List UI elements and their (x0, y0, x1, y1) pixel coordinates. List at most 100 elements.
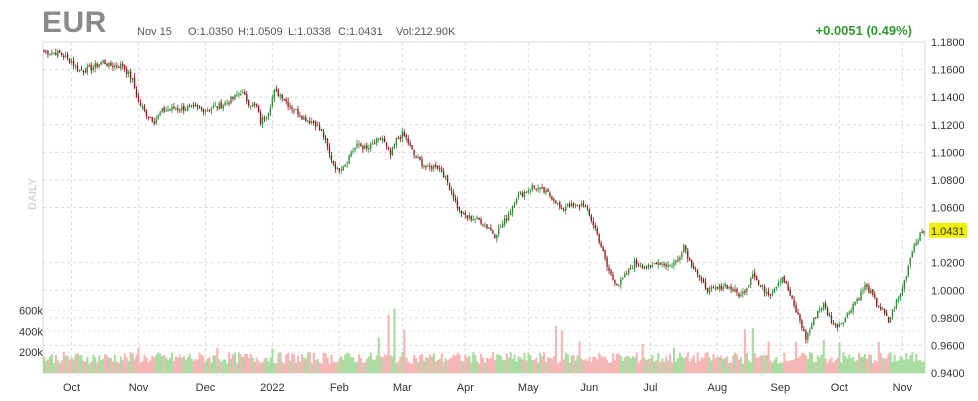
close-value: C:1.0431 (338, 26, 383, 38)
volume-bar (635, 352, 638, 373)
candle-body (125, 69, 128, 75)
volume-bar (566, 354, 569, 373)
volume-bar (48, 355, 52, 373)
volume-bar (415, 358, 418, 373)
candle-body (531, 185, 533, 191)
candle-body (287, 101, 289, 107)
time-tick-label: Sep (771, 382, 791, 394)
candle-body (565, 207, 567, 211)
price-tick-label: 1.1000 (931, 147, 965, 159)
candle-body (208, 110, 211, 112)
candle-body (377, 138, 380, 140)
volume-bar (842, 352, 845, 373)
candle-body (421, 159, 423, 167)
candle-body (376, 138, 378, 143)
candle-body (187, 106, 189, 110)
volume-bar (732, 355, 735, 373)
time-tick-label: May (518, 382, 539, 394)
volume-bar (497, 354, 500, 373)
candle-body (878, 306, 880, 308)
volume-bar (852, 356, 855, 373)
volume-bar (686, 352, 689, 373)
candle-body (752, 273, 754, 279)
volume-bar (279, 352, 282, 373)
candle-body (407, 137, 409, 144)
candle-body (797, 312, 799, 315)
volume-bar (480, 353, 483, 373)
volume-bar (560, 330, 563, 373)
candle-body (592, 221, 594, 226)
volume-bar (296, 355, 300, 373)
candle-body (718, 285, 720, 290)
candle-body (594, 225, 596, 228)
volume-bar (696, 352, 699, 373)
volume-bar (422, 360, 426, 373)
candle-body (385, 142, 388, 147)
candle-body (177, 107, 179, 110)
candle-body (852, 304, 854, 312)
candle-body (478, 217, 480, 220)
volume-bar (127, 361, 130, 373)
candle-body (775, 287, 778, 289)
volume-bar (669, 353, 672, 373)
volume-bar (800, 352, 804, 373)
candle-body (334, 163, 337, 170)
candle-body (854, 302, 856, 305)
volume-bar (172, 360, 176, 373)
volume-bar (169, 357, 172, 373)
candle-body (582, 202, 585, 206)
volume-bar (458, 354, 461, 373)
volume-bar (476, 361, 479, 373)
candle-body (720, 285, 722, 290)
volume-bar (182, 355, 185, 373)
volume-tick-label: 600k (19, 305, 43, 317)
volume-bar (66, 355, 69, 373)
volume-bar (602, 357, 605, 373)
candle-body (616, 283, 618, 286)
volume-bar (188, 354, 191, 373)
volume-bar (50, 354, 54, 373)
volume-bar (356, 361, 359, 373)
candle-body (120, 63, 122, 69)
candle-body (529, 189, 531, 191)
volume-bar (799, 356, 802, 373)
candle-body (606, 257, 608, 267)
volume-bar (558, 361, 561, 373)
volume-bar (645, 360, 648, 373)
candle-body (507, 214, 510, 221)
candle-body (681, 252, 683, 258)
period-label: DAILY (27, 177, 39, 210)
candle-body (155, 118, 157, 124)
volume-bar (379, 356, 382, 373)
volume-bar (881, 357, 884, 373)
candle-body (305, 117, 307, 122)
volume-bar (361, 362, 365, 373)
volume-bar (706, 352, 709, 373)
volume-bar (692, 355, 695, 373)
candle-body (671, 265, 673, 267)
candle-body (326, 139, 329, 148)
candle-body (911, 251, 913, 258)
candle-body (742, 291, 744, 295)
candle-body (458, 207, 461, 211)
candle-body (515, 198, 518, 204)
candle-body (277, 89, 279, 96)
volume-bars (43, 308, 926, 373)
volume-bar (143, 354, 146, 373)
volume-bar (537, 362, 540, 373)
candle-body (773, 288, 776, 293)
volume-bar (212, 355, 215, 373)
volume-bar (608, 363, 611, 373)
candle-body (706, 288, 709, 292)
candle-body (59, 50, 61, 53)
volume-bar (395, 363, 398, 373)
volume-bar (615, 353, 619, 373)
volume-bar (631, 355, 634, 373)
volume-bar (285, 354, 288, 373)
volume-bar (572, 354, 575, 373)
volume-bar (781, 362, 784, 373)
candle-body (763, 286, 766, 293)
candle-body (862, 290, 864, 292)
volume-bar (275, 363, 278, 373)
